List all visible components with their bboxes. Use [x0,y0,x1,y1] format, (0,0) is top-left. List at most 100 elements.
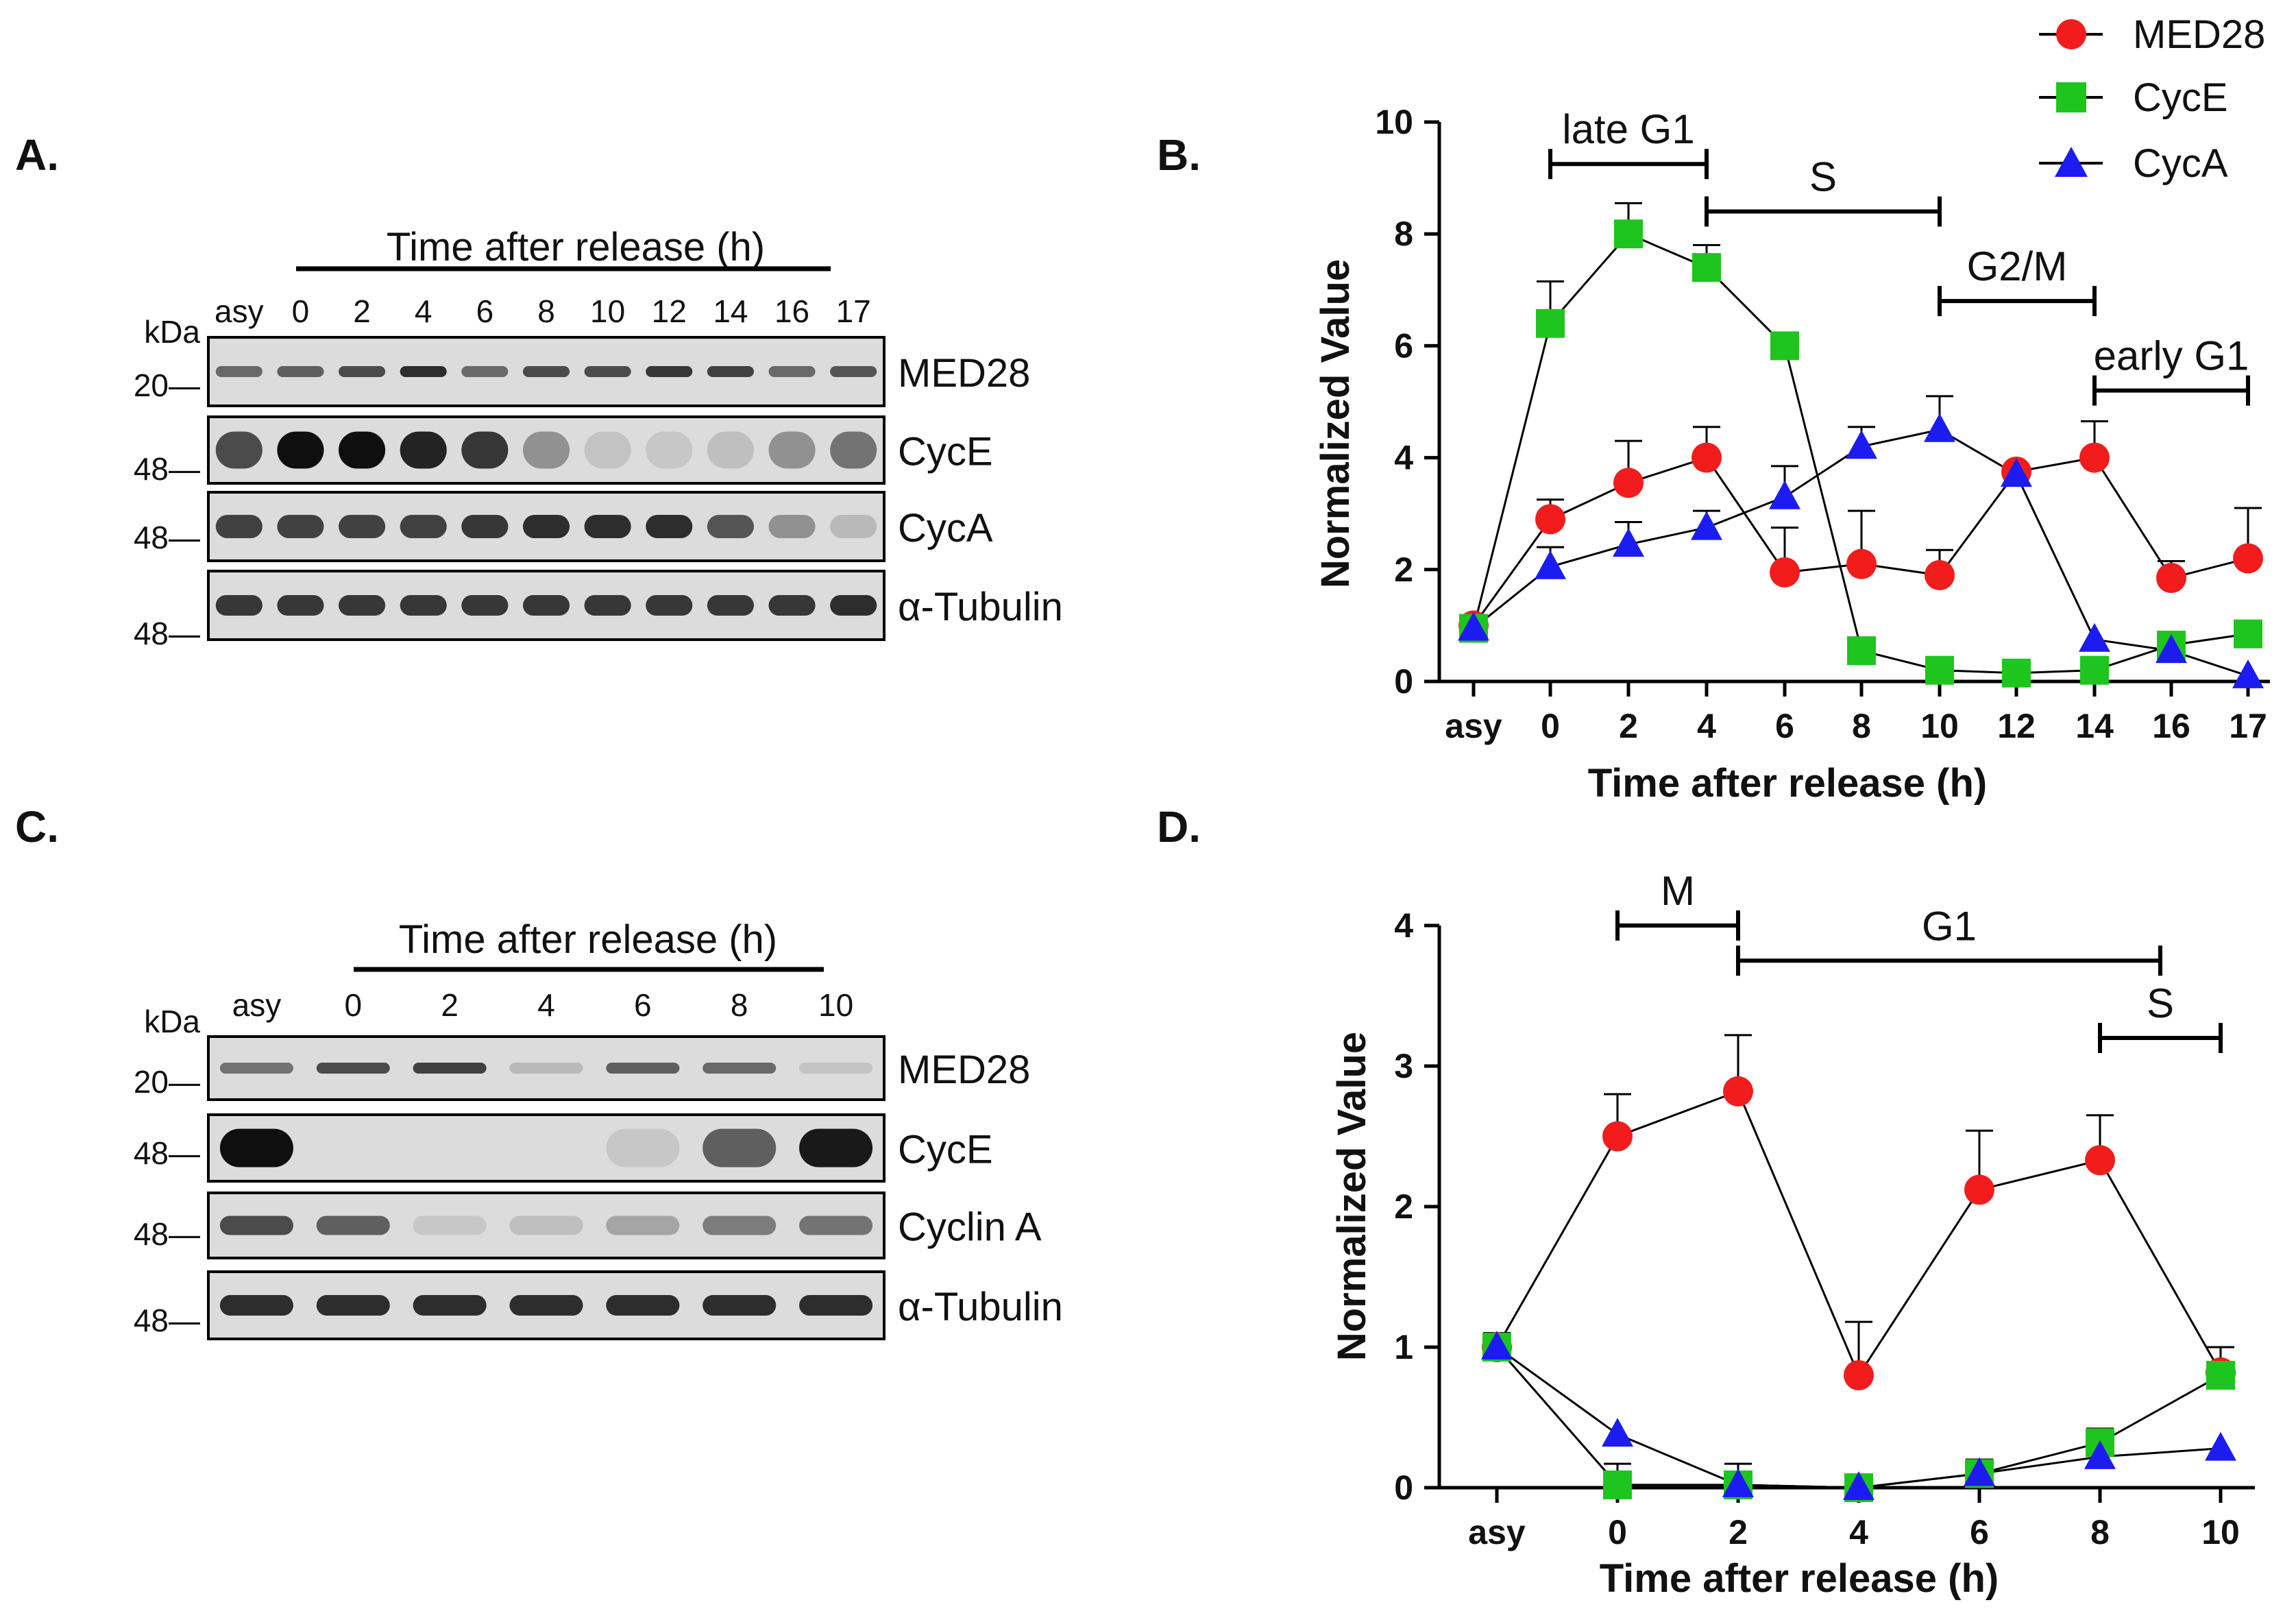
blot-band [799,1128,873,1168]
blot-band [606,1128,680,1168]
blot-band [400,515,447,538]
blot-band [799,1063,873,1074]
y-tick-label: 4 [1394,439,1413,477]
y-tick-label: 6 [1394,326,1413,365]
data-point-cyce [2206,1361,2235,1390]
kda-marker: 48— [134,451,200,487]
blot-protein-label: CycE [898,430,993,474]
y-tick-label: 2 [1394,1187,1413,1226]
blot-band [339,366,386,377]
data-point-cyce [1692,253,1721,282]
phase-label: S [2147,980,2174,1026]
y-tick-label: 4 [1394,906,1413,945]
lane-label: 12 [652,293,687,329]
blot-band [277,431,324,469]
x-tick-label: 6 [1970,1513,1989,1551]
blot-protein-label: α-Tubulin [898,585,1063,629]
chart-d-ylabel: Normalized Value [1330,1032,1374,1361]
blot-band [219,1216,293,1235]
kda-marker: 48— [134,1135,200,1171]
chart-b-ylabel: Normalized Value [1313,259,1358,588]
x-tick-label: 2 [1729,1513,1748,1551]
kda-marker: 48— [134,616,200,651]
blot-band [522,515,570,538]
blot-band [703,1063,777,1074]
blot-band [830,515,877,538]
data-point-cyca [2001,458,2032,487]
data-point-cyca [1613,528,1644,557]
x-tick-label: 2 [1619,707,1638,745]
x-tick-label: 14 [2075,707,2114,745]
blot-band [400,595,447,616]
lane-label: 2 [353,293,371,329]
blot-band [584,366,631,377]
blot-band [277,595,324,616]
legend-label-med28: MED28 [2133,12,2265,57]
blot-band [413,1063,487,1074]
panel-letter-c: C. [15,802,59,851]
blot-panel-c: Time after release (h) kDa asy 0 2 4 6 8 10 MED… [134,917,1063,1340]
blot-band [316,1216,390,1235]
y-tick-label: 10 [1375,103,1413,141]
blot-band [461,595,509,616]
y-tick-label: 0 [1394,662,1413,701]
blot-band [522,595,570,616]
blot-band [799,1216,873,1235]
blot-band [584,595,631,616]
lane-label: 14 [713,293,748,329]
data-point-cyca [2205,1431,2236,1461]
phase-label: M [1661,868,1695,914]
lane-label: 8 [537,293,555,329]
y-tick-label: 3 [1394,1047,1413,1085]
data-point-med28 [1844,1360,1874,1390]
y-tick-label: 8 [1394,215,1413,253]
panel-letter-b: B. [1157,130,1201,180]
y-tick-label: 0 [1394,1468,1413,1507]
blot-band [830,366,877,377]
blot-band [606,1295,680,1316]
data-point-cyca [1846,430,1877,459]
blot-band [215,595,262,616]
x-tick-label: 4 [1849,1513,1868,1551]
blot-band [646,431,693,469]
data-point-med28 [2233,543,2263,574]
blot-band [646,595,693,616]
blot-band [413,1295,487,1316]
x-tick-label: 8 [2090,1513,2110,1551]
lane-label: 10 [818,987,853,1023]
x-tick-label: 10 [1920,707,1959,745]
lane-label: 6 [634,987,652,1023]
blot-c-title: Time after release (h) [399,917,777,962]
y-tick-label: 2 [1394,551,1413,589]
phase-label: G2/M [1967,243,2068,289]
blot-band [707,366,754,377]
data-point-cyca [1843,1471,1874,1500]
data-point-cyca [2084,1440,2116,1469]
data-point-med28 [1602,1121,1633,1152]
kda-marker: 20— [134,1064,200,1100]
blot-band [703,1216,777,1235]
lane-label: 4 [537,987,555,1023]
blot-band [461,366,509,377]
data-point-cyce [1770,331,1799,361]
x-tick-label: 0 [1541,707,1560,745]
blot-band [768,366,816,377]
data-point-med28 [1692,442,1722,473]
blot-band [799,1295,873,1316]
blot-band [646,366,693,377]
data-point-cyca [1458,612,1489,641]
data-point-cyce [1925,655,1954,685]
blot-band [584,515,631,538]
data-point-cyce [2234,619,2262,649]
kda-marker: 20— [134,367,200,403]
data-point-med28 [1535,504,1565,535]
blot-protein-label: CycE [898,1128,993,1172]
blot-band [606,1216,680,1235]
blot-band [830,595,877,616]
blot-band [522,366,570,377]
blot-band [509,1216,583,1235]
x-tick-label: 6 [1775,707,1794,745]
x-tick-label: asy [1445,707,1502,745]
x-tick-label: 16 [2152,707,2190,745]
blot-band [584,431,631,469]
